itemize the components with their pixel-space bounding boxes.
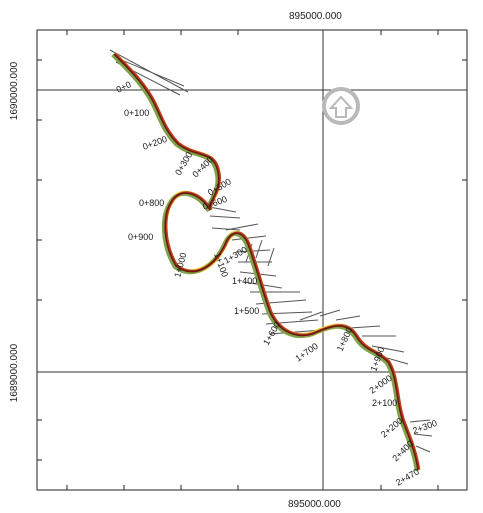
chainage-label: 2+300 (411, 418, 438, 436)
chainage-label: 0+800 (139, 198, 164, 208)
chainage-label: 1+000 (172, 252, 188, 279)
x-coordinate-label-bottom: 895000.000 (288, 499, 341, 510)
chainage-label: 0+600 (201, 194, 228, 212)
chainage-labels: 0+0 0+100 0+200 0+300 0+400 0+500 0+600 … (115, 79, 439, 487)
chainage-label: 0+200 (141, 134, 168, 152)
chainage-label: 1+500 (234, 306, 259, 316)
x-coordinate-label-top: 895000.000 (289, 11, 342, 22)
chainage-label: 2+000 (367, 373, 393, 396)
chainage-label: 0+900 (128, 232, 153, 242)
river-centerline (113, 53, 419, 471)
chainage-label: 1+400 (232, 276, 257, 286)
chainage-label: 0+100 (124, 108, 149, 118)
chainage-label: 2+200 (379, 416, 405, 440)
frame-ticks (37, 30, 467, 490)
map-frame (36, 29, 468, 491)
up-arrow-icon (322, 87, 360, 125)
chainage-label: 1+700 (293, 341, 319, 364)
river-edge-green (111, 53, 419, 472)
chainage-label: 0+0 (115, 79, 133, 95)
chainage-label: 2+470 (394, 466, 421, 487)
chainage-label: 2+100 (372, 398, 397, 408)
chainage-label: 1+800 (335, 326, 355, 353)
